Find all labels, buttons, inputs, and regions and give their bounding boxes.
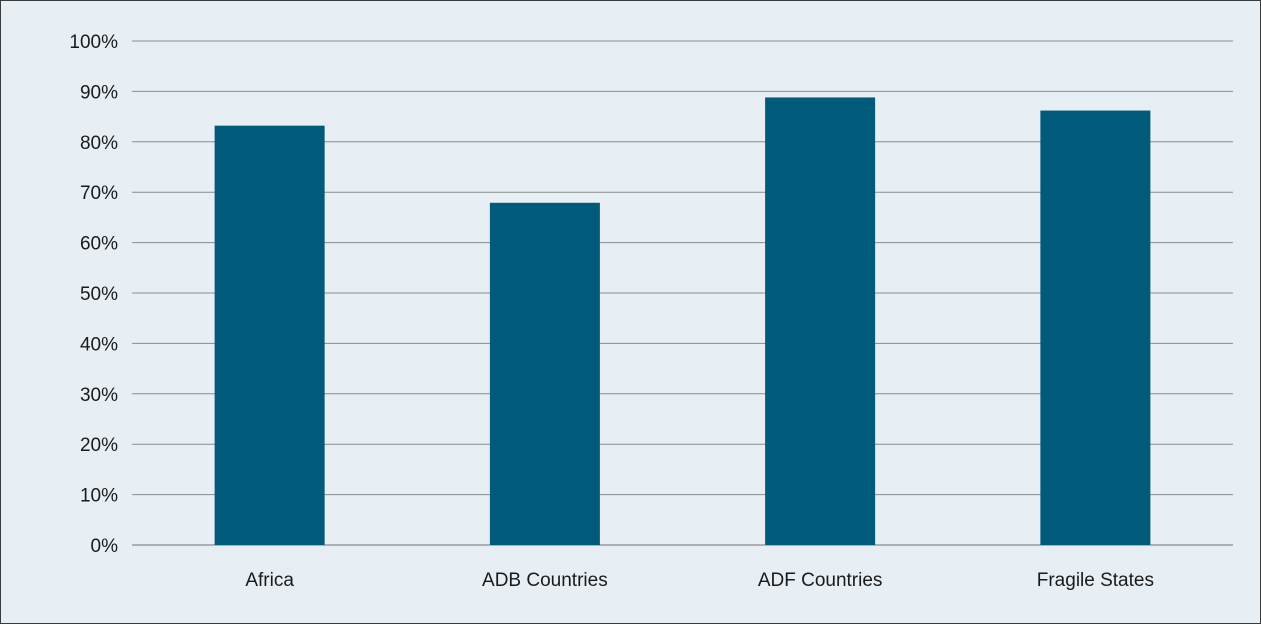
y-tick-label: 40% <box>80 334 118 355</box>
y-tick-label: 60% <box>80 234 118 255</box>
y-tick-label: 10% <box>80 486 118 507</box>
x-category-label: Africa <box>245 570 294 591</box>
x-category-label: Fragile States <box>1037 570 1154 591</box>
y-tick-label: 70% <box>80 183 118 204</box>
y-tick-label: 50% <box>80 284 118 305</box>
y-tick-label: 30% <box>80 385 118 406</box>
x-category-label: ADF Countries <box>758 570 883 591</box>
bar-adb-countries <box>489 202 600 545</box>
bar-africa <box>214 125 325 545</box>
y-tick-label: 90% <box>80 82 118 103</box>
bar-adf-countries <box>765 97 876 545</box>
x-category-label: ADB Countries <box>482 570 608 591</box>
y-tick-label: 0% <box>91 536 119 557</box>
y-tick-label: 80% <box>80 133 118 154</box>
y-tick-label: 20% <box>80 435 118 456</box>
bar-fragile-states <box>1040 110 1151 545</box>
y-tick-label: 100% <box>69 32 118 53</box>
